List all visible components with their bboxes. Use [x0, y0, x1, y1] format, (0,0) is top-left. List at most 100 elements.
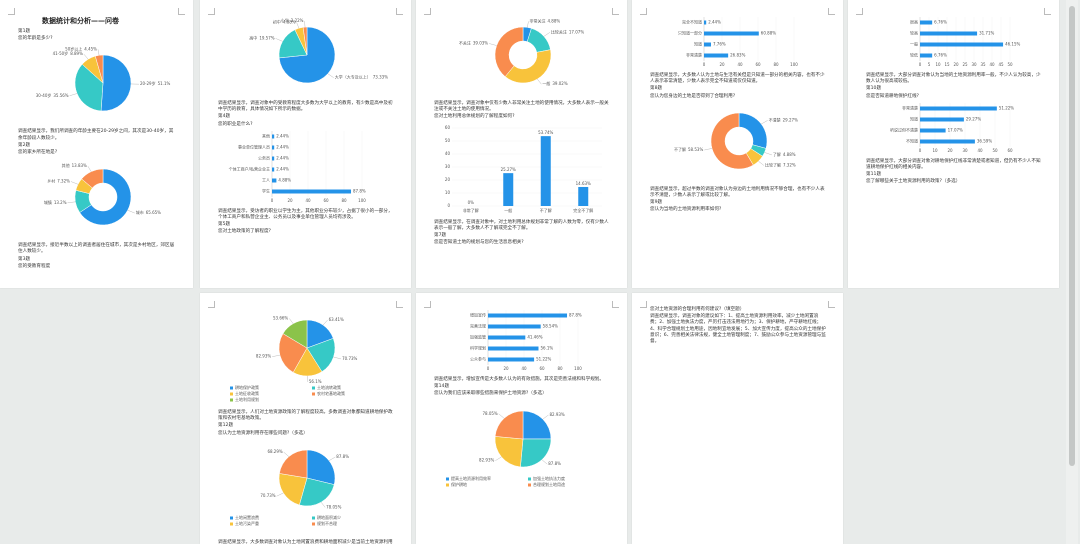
bar-value: 2.44% [708, 20, 721, 25]
document-page: 您对土地资源的合理利用有何建议?（填空题） 调查结果显示，调查对象的建议如下：1、… [632, 293, 843, 544]
label-leader [703, 147, 712, 150]
x-tick-label: 100 [358, 198, 366, 203]
bar-value: 17.07% [947, 127, 962, 132]
bar-category: 完善法规 [470, 323, 486, 329]
label-leader [69, 93, 78, 97]
bar [919, 42, 1003, 47]
paragraph: 您对土地政策的了解程度? [218, 229, 271, 235]
label-leader [327, 73, 334, 78]
column-category: 完全不了解 [573, 207, 593, 213]
paragraph: 您的年龄是多少? [18, 36, 53, 42]
slice-value: 29.27% [782, 117, 797, 122]
bar-category: 其他 [262, 132, 270, 138]
slice-category: 城市 [136, 209, 144, 215]
paragraph: 您了解哪些关于土地资源利用的政策?（多选） [866, 179, 961, 185]
x-tick-label: 30 [971, 62, 977, 67]
legend-swatch [527, 483, 531, 487]
bar [271, 145, 274, 150]
paragraph: 第11题 [866, 172, 882, 178]
paragraph: 您认为当地的土地资源利用率如何? [650, 207, 722, 213]
label-leader [760, 119, 768, 124]
slice-value: 68.29% [267, 449, 282, 454]
x-tick-label: 60 [1007, 148, 1013, 153]
slice-value: 82.93% [479, 457, 494, 462]
paragraph: 调查结果显示，调查对象中的受教育程度大多数为大学以上的教育，有少数是高中及初中学… [218, 101, 393, 113]
x-tick-label: 5 [927, 62, 930, 67]
label-leader [328, 456, 335, 461]
slice-value: 58.53% [688, 147, 703, 152]
label-leader [295, 22, 299, 29]
paragraph: 第2题 [18, 142, 31, 148]
slice-label: 87.8% [336, 454, 349, 459]
document-page: 非常关注 4.88% 比较关注 17.07% 一般 39.02% 不关注 39.03% 调查结果… [416, 0, 627, 288]
label-leader [83, 54, 89, 60]
x-tick-label: 60 [539, 366, 545, 371]
paragraph: 调查结果显示，受访者的职业以学生为主，其他职业分布较少，占据了很小的一部分，个体… [218, 208, 393, 220]
x-tick-label: 40 [521, 366, 527, 371]
slice-value: 13.83% [72, 163, 87, 168]
column-value: 25.27% [500, 167, 515, 172]
legend-label: 土地污染严重 [235, 520, 259, 526]
x-tick-label: 80 [341, 198, 347, 203]
legend-label: 保护耕地 [451, 481, 467, 487]
slice-value: 4.88% [782, 152, 795, 157]
slice-category: 不清楚 [768, 116, 780, 122]
paragraph: 您对土地资源的合理利用有何建议?（填空题） [650, 307, 745, 312]
bar [919, 31, 977, 36]
label-leader [543, 32, 550, 37]
bar-category: 科学规划 [470, 345, 486, 351]
slice-value: 56.1% [308, 379, 321, 384]
slice-label: 乡村 7.32% [47, 178, 70, 184]
pie-slice [278, 333, 307, 373]
bar-category: 较高 [910, 30, 918, 36]
paragraph: 调查结果显示，接近半数以上的调查者居住在城市，其次是乡村地区，郊区居住人数较少。 [18, 243, 175, 255]
bar-category: 完全不知道 [682, 19, 702, 25]
x-tick-label: 80 [773, 62, 779, 67]
pie-slice [278, 449, 307, 479]
slice-category: 30-40岁 [36, 92, 52, 98]
pie-slice [100, 55, 132, 112]
bar-value: 2.44% [276, 144, 289, 149]
slice-value: 19.57% [259, 35, 274, 40]
paragraph: 调查结果显示，大多数人认为土地与生活有关但是只知道一部分的相关内容，也有不少人表… [650, 73, 825, 85]
label-leader [526, 21, 529, 28]
slice-label: 82.93% [479, 457, 494, 462]
bar-value: 6.76% [934, 20, 947, 25]
legend-label: 耕地保护政策 [235, 384, 259, 390]
paragraph: 调查结果显示，增加宣传是大多数人认为的有效措施，其次是完善法规和科学规划。 [434, 377, 604, 382]
bar-category: 工人 [262, 177, 270, 182]
bar-category: 增加宣传 [470, 312, 486, 318]
paragraph: 调查结果显示，调查对象的建议如下：1、提高土地资源利用效率，减少土地闲置浪费；2… [650, 314, 826, 344]
x-tick-label: 60 [323, 198, 329, 203]
bar-value: 51.22% [536, 357, 551, 362]
bar-category: 事业单位管理人员 [238, 143, 270, 149]
slice-value: 2.22% [290, 18, 303, 23]
bar-category: 公众参与 [470, 356, 486, 362]
paragraph: 第3题 [18, 256, 31, 262]
scrollbar[interactable] [1066, 0, 1078, 544]
legend-swatch [311, 522, 315, 526]
bar-chart: 0 20 40 60 80 100 增加宣传 87.8% 完善法规 58.54% 加强监管 41.46… [470, 310, 582, 371]
bar-category: 知道 [910, 115, 918, 121]
paragraph: 您对土地利用总体规划的了解程度如何? [434, 114, 515, 120]
page-corner-mark [424, 301, 431, 308]
x-tick-label: 50 [1007, 62, 1013, 67]
label-leader [283, 451, 289, 457]
paragraph: 调查结果显示，大部分调查对象对耕地保护红线非常清楚或者知道，但仍有不少人不知道耕… [866, 158, 1041, 170]
bar-category: 个体工商户/私营企业主 [228, 165, 269, 171]
slice-label: 比较了解 7.32% [764, 161, 795, 167]
slice-label: 一般 39.02% [542, 80, 567, 86]
column-chart: 0 10 20 30 40 50 60 0% 非常了解 25.27% 一般 53.74% 不了解 14.6… [444, 125, 602, 213]
bar-value: 58.54% [542, 324, 557, 329]
document-page: 大学（大专及以上） 73.33% 高中 19.57% 初中 4.88% 小学 2.22% 调查结… [200, 0, 411, 288]
column-category: 非常了解 [462, 207, 478, 213]
slice-label: 大学（大专及以上） 73.33% [334, 74, 387, 80]
slice-label: 30-40岁 35.56% [36, 92, 69, 98]
pie-chart: 82.93% 87.8% 82.93% 78.05% 提高土地资源利用效率 加强土地执法力… [445, 410, 565, 487]
legend-swatch [527, 477, 531, 481]
slice-value: 7.32% [57, 179, 70, 184]
legend-label: 规划不合理 [317, 520, 337, 526]
label-leader [494, 456, 502, 461]
slice-label: 不清楚 29.27% [768, 116, 797, 122]
